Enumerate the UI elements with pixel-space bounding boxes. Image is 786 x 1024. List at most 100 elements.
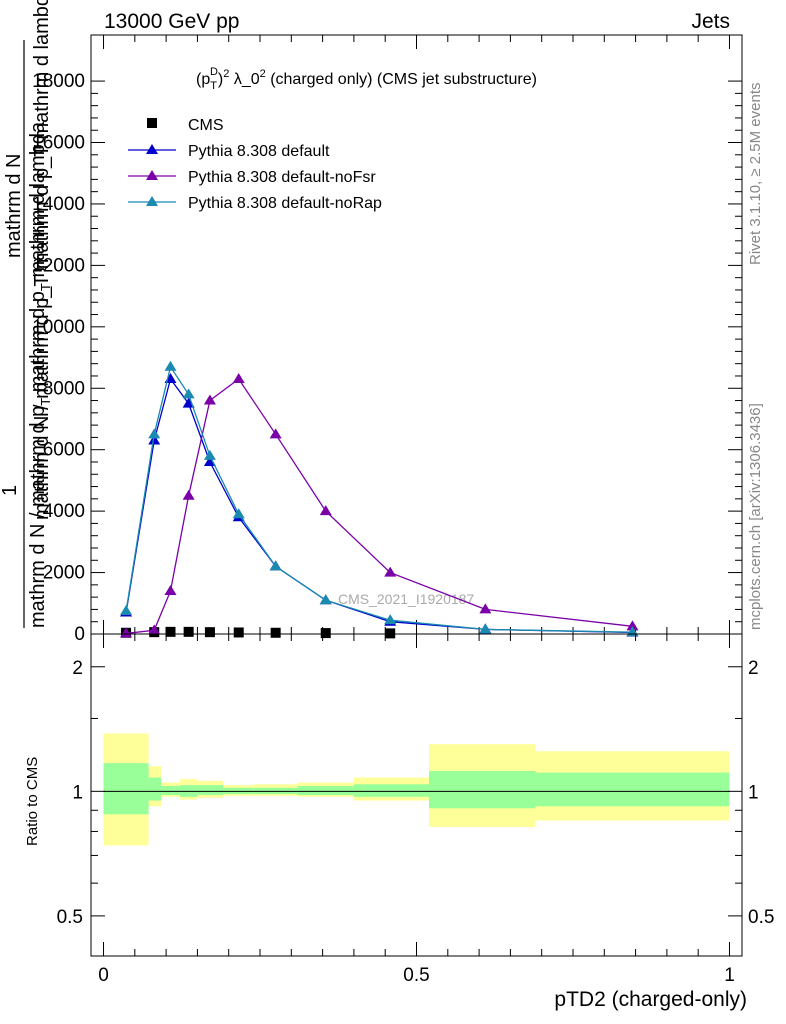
data-point xyxy=(120,604,133,615)
ratio-ytick-label-left: 1 xyxy=(72,782,83,803)
y-label-den-c: mathrm d p xyxy=(27,291,49,398)
legend-label-nofsr: Pythia 8.308 default-noFsr xyxy=(188,169,376,186)
ratio-xtick-label: 0.5 xyxy=(403,965,429,986)
main-series xyxy=(120,360,639,639)
y-label-den-b: T xyxy=(38,398,53,406)
data-point xyxy=(204,627,215,638)
data-point xyxy=(384,566,397,577)
title-sub: T xyxy=(210,80,217,92)
title-close: ) xyxy=(218,71,223,88)
legend-label-default: Pythia 8.308 default xyxy=(188,143,330,160)
main-ytick-label: 18000 xyxy=(32,71,85,92)
data-point xyxy=(384,614,397,625)
data-point xyxy=(319,594,332,605)
title-mid: λ_0 xyxy=(229,71,259,88)
data-point xyxy=(626,620,639,631)
ratio-band-inner xyxy=(535,772,730,807)
main-ytick-label: 6000 xyxy=(43,440,85,461)
header-left: 13000 GeV pp xyxy=(104,10,239,33)
data-point xyxy=(203,394,216,405)
rivet-label: Rivet 3.1.10, ≥ 2.5M events xyxy=(747,83,764,266)
data-point xyxy=(148,434,161,445)
ratio-band-inner xyxy=(161,786,180,795)
main-ytick-label: 10000 xyxy=(32,317,85,338)
ratio-ytick-label-left: 2 xyxy=(72,658,83,679)
main-plot: 0 2000 4000 6000 8000 10000 12000 14000 16000 180… xyxy=(32,34,743,645)
data-point xyxy=(270,627,281,638)
y-label-den-e: mathrm d lambda xyxy=(27,121,49,283)
ratio-band-inner xyxy=(297,786,354,795)
legend-label-cms: CMS xyxy=(188,117,224,134)
ratio-y-label: Ratio to CMS xyxy=(24,757,41,846)
y-label-den-d: T xyxy=(38,283,53,291)
title-sup: D xyxy=(210,66,218,78)
ratio-band-inner xyxy=(353,784,430,797)
legend-marker-norap xyxy=(146,196,158,206)
ratio-ytick-label-left: 0.5 xyxy=(57,907,83,928)
data-point xyxy=(120,627,133,638)
data-point xyxy=(479,603,492,614)
series-3 xyxy=(120,360,639,637)
main-ytick-label: 16000 xyxy=(32,133,85,154)
x-axis-label: pTD2 (charged-only) xyxy=(554,988,747,1011)
y-label-den-a: mathrm d N / mathrm d p xyxy=(27,406,49,628)
data-point xyxy=(148,428,161,439)
data-point xyxy=(232,508,245,519)
ratio-band-inner xyxy=(148,777,162,801)
data-point xyxy=(479,623,492,634)
ratio-band-inner xyxy=(103,763,149,815)
data-point xyxy=(164,360,177,371)
legend: CMS Pythia 8.308 default Pythia 8.308 de… xyxy=(128,117,382,212)
data-point xyxy=(385,628,396,639)
main-ytick-label: 8000 xyxy=(43,378,85,399)
main-ytick-label: 12000 xyxy=(32,255,85,276)
ratio-ytick-label-right: 2 xyxy=(748,658,759,679)
data-point xyxy=(203,455,216,466)
data-point xyxy=(269,560,282,571)
title-sq: 2 xyxy=(223,68,229,80)
series-2 xyxy=(120,373,639,638)
legend-label-norap: Pythia 8.308 default-noRap xyxy=(188,195,382,212)
data-point xyxy=(233,627,244,638)
data-point xyxy=(232,373,245,384)
plot-title: (pTD)2 λ_02 (charged only) (CMS jet subs… xyxy=(196,66,537,92)
y-label-denominator-2: mathrm d N / mathrm d pT mathrm d pT mat… xyxy=(27,121,53,628)
header-right: Jets xyxy=(691,10,730,33)
data-point xyxy=(269,428,282,439)
data-point xyxy=(165,626,176,637)
legend-marker-nofsr xyxy=(146,170,158,180)
ratio-y-ticks: 0.5 0.5 1 1 2 2 xyxy=(57,658,775,928)
y-label-top-a: mathrm d xyxy=(3,174,25,258)
data-point xyxy=(319,505,332,516)
mcplots-label: mcplots.cern.ch [arXiv:1306.3436] xyxy=(747,403,764,630)
y-label-denominator-1: mathrm d N / mathrm d p_T mathrm d p_T m… xyxy=(31,0,53,520)
main-ytick-label: 2000 xyxy=(43,563,85,584)
y-label-numerator: 1 xyxy=(0,485,21,496)
watermark: CMS_2021_I1920187 xyxy=(338,591,474,607)
main-y-label: 1 mathrm d N mathrm d N / mathrm d p_T m… xyxy=(0,0,53,628)
data-point xyxy=(182,489,195,500)
ratio-plot: 0.5 0.51 12 2 0 0.5 1 Ratio to CMS pTD2 (char… xyxy=(24,633,775,1011)
title-sq2: 2 xyxy=(260,68,266,80)
data-point xyxy=(203,449,216,460)
ratio-x-ticks: 0 0.5 1 xyxy=(98,634,735,986)
legend-marker-default xyxy=(146,144,158,154)
main-y-ticks: 0 2000 4000 6000 8000 10000 12000 14000 16000 180… xyxy=(32,71,742,645)
ratio-xtick-label: 1 xyxy=(724,965,735,986)
ratio-bands xyxy=(103,733,730,846)
title-p: (p xyxy=(196,71,210,88)
data-point xyxy=(182,388,195,399)
y-label-top-b: N xyxy=(3,154,25,168)
ratio-band-inner xyxy=(197,785,224,795)
ratio-ytick-label-right: 1 xyxy=(748,782,759,803)
main-ytick-label: 4000 xyxy=(43,501,85,522)
ratio-xtick-label: 0 xyxy=(98,965,109,986)
main-ytick-label: 0 xyxy=(74,624,85,645)
data-point xyxy=(183,626,194,637)
ratio-band-inner xyxy=(429,770,536,809)
data-point xyxy=(148,624,161,635)
title-rest: (charged only) (CMS jet substructure) xyxy=(266,71,537,88)
y-label-top: mathrm d N xyxy=(3,154,25,258)
ratio-ytick-label-right: 0.5 xyxy=(748,907,774,928)
